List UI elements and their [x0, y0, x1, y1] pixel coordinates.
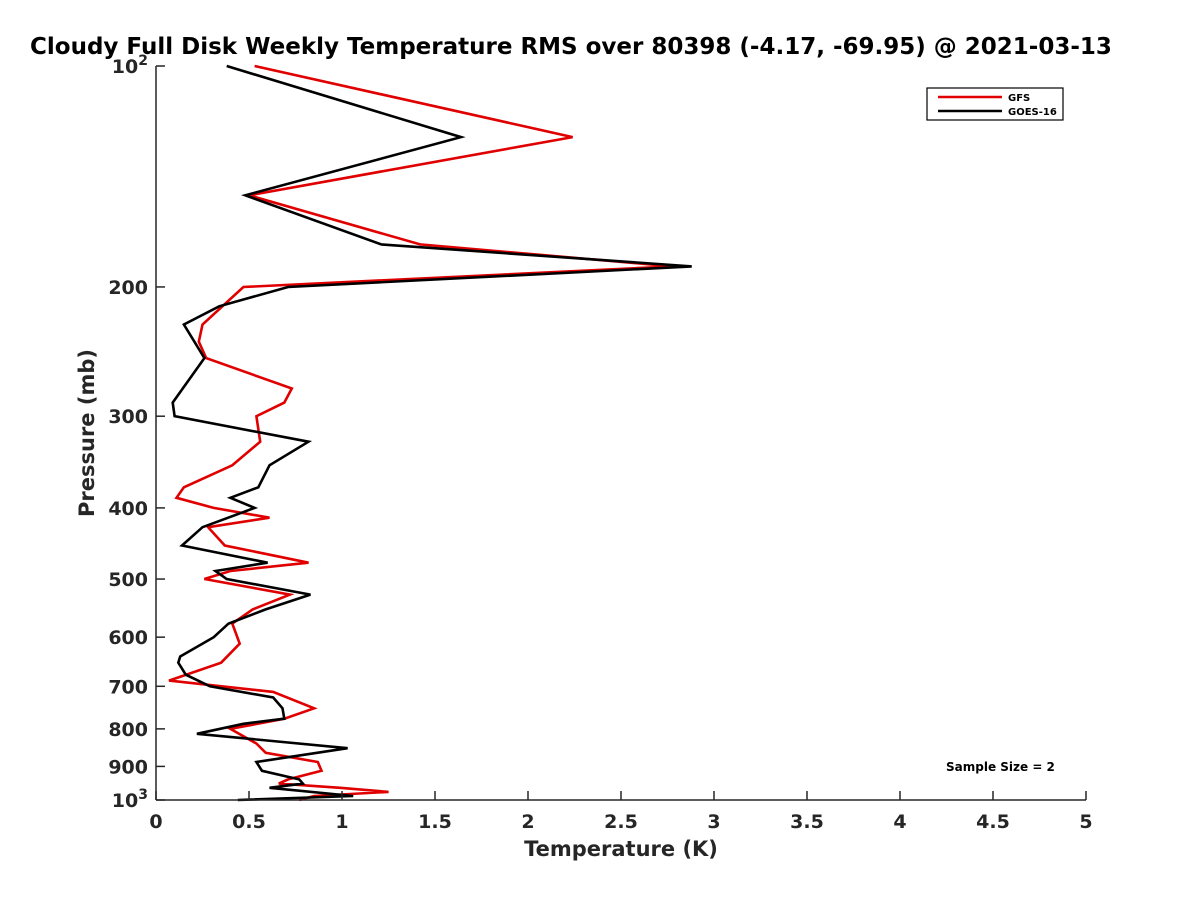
x-tick-label: 0 [149, 811, 162, 833]
x-tick-label: 4 [893, 811, 906, 833]
x-tick-label: 4.5 [976, 811, 1010, 833]
x-tick-label: 5 [1079, 811, 1092, 833]
x-ticks: 0 0.5 1 1.5 2 2.5 3 3.5 4 4.5 5 [149, 791, 1093, 833]
y-tick-label: 103 [112, 787, 148, 812]
x-tick-label: 2.5 [604, 811, 638, 833]
plot-area [156, 66, 1086, 800]
y-tick-label: 600 [108, 627, 148, 649]
legend-label-goes-16: GOES-16 [1008, 107, 1057, 118]
y-tick-label: 200 [108, 277, 148, 299]
y-tick-label: 400 [108, 498, 148, 520]
x-tick-label: 2 [521, 811, 534, 833]
legend-label-gfs: GFS [1008, 93, 1030, 104]
series-line-goes-16 [171, 64, 692, 802]
x-tick-label: 1.5 [418, 811, 452, 833]
legend: GFS GOES-16 [926, 87, 1064, 121]
x-tick-label: 3 [707, 811, 720, 833]
legend-box [926, 87, 1064, 121]
y-tick-label: 900 [108, 756, 148, 778]
x-axis-label: Temperature (K) [524, 837, 718, 861]
x-tick-label: 1 [335, 811, 348, 833]
y-tick-label: 102 [112, 53, 148, 78]
y-axis-label: Pressure (mb) [75, 349, 99, 517]
y-tick-label: 700 [108, 676, 148, 698]
plot-background [156, 66, 1086, 800]
x-tick-label: 0.5 [232, 811, 266, 833]
sample-size-annotation: Sample Size = 2 [946, 760, 1055, 774]
series-line-gfs [168, 64, 674, 802]
x-tick-label: 3.5 [790, 811, 824, 833]
y-tick-label: 800 [108, 719, 148, 741]
y-tick-label: 500 [108, 569, 148, 591]
y-tick-label: 300 [108, 406, 148, 428]
chart-title: Cloudy Full Disk Weekly Temperature RMS … [30, 34, 1112, 60]
series-layer [168, 64, 692, 802]
y-ticks: 102 200 300 400 500 600 700 800 900 103 [108, 53, 165, 812]
